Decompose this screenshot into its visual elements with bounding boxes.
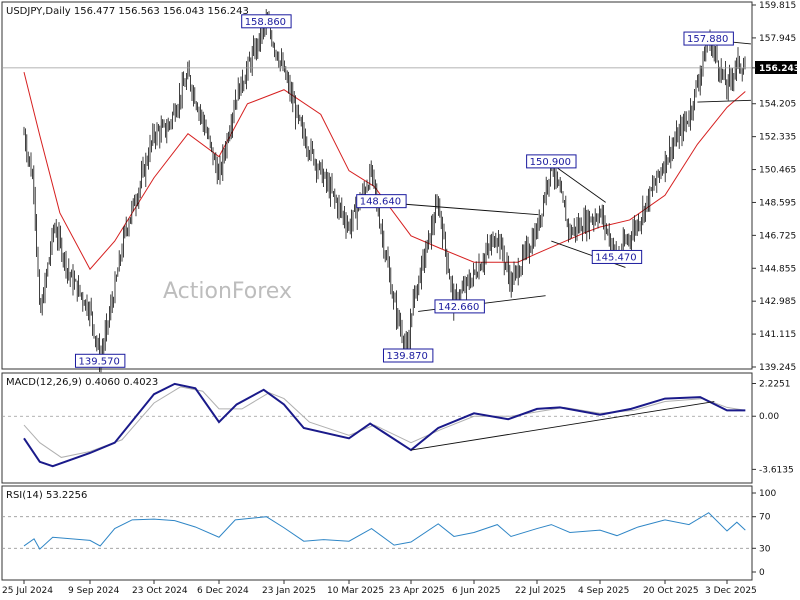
price-level-label: 145.470 [591,249,643,264]
price-level-text: 148.640 [360,197,401,208]
rsi-y-tick-label: 0 [759,568,765,578]
last-price-tag: 156.243 [755,61,800,74]
x-tick-label: 20 Oct 2025 [643,586,699,596]
x-tick-label: 6 Dec 2024 [197,586,249,596]
x-tick-label: 4 Sep 2025 [578,586,629,596]
price-level-label: 148.640 [356,194,407,209]
x-tick-label: 23 Jan 2025 [262,586,316,596]
macd-line [23,382,746,468]
rsi-y-tick-label: 70 [759,513,771,523]
rsi-header: RSI(14) 53.2256 [6,490,87,501]
macd-trendline [410,401,715,451]
x-tick-label: 9 Sep 2024 [68,586,120,596]
price-y-tick-label: 142.985 [759,297,796,307]
last-price-label: 156.243 [759,64,800,74]
x-tick-label: 6 Jun 2025 [452,586,500,596]
x-tick-label: 3 Dec 2025 [705,586,757,596]
price-level-text: 145.470 [595,252,636,263]
x-tick-label: 10 Mar 2025 [327,586,384,596]
macd-panel [1,372,753,484]
rsi-panel [1,485,753,581]
price-y-tick-label: 159.815 [759,1,796,11]
watermark: ActionForex [163,279,292,304]
price-level-text: 139.570 [78,356,119,367]
price-y-tick-label: 154.205 [759,100,796,110]
price-level-label: 157.880 [683,31,734,46]
price-y-tick-label: 139.245 [759,363,796,373]
macd-y-tick-label: 0.00 [759,412,779,422]
price-level-text: 157.880 [687,34,728,45]
x-tick-label: 25 Jul 2024 [2,586,53,596]
price-y-tick-label: 157.945 [759,34,796,44]
price-level-text: 139.870 [386,351,427,362]
price-y-tick-label: 144.855 [759,264,796,274]
price-trendline [697,99,751,103]
macd-header: MACD(12,26,9) 0.4060 0.4023 [6,377,158,388]
price-y-tick-label: 152.335 [759,133,796,143]
price-trendline [551,163,606,203]
rsi-line [23,512,746,550]
price-level-text: 142.660 [438,302,479,313]
price-panel [1,1,753,370]
price-level-label: 139.570 [74,353,126,368]
price-level-label: 158.860 [241,14,292,29]
price-y-tick-label: 150.465 [759,166,796,176]
x-tick-label: 22 Jul 2025 [515,586,566,596]
macd-y-tick-label: 2.2251 [759,380,791,390]
macd-y-tick-label: -3.6135 [759,465,794,475]
x-tick-label: 23 Oct 2024 [132,586,188,596]
x-tick-label: 23 Apr 2025 [389,586,445,596]
rsi-y-tick-label: 100 [759,489,776,499]
price-level-label: 142.660 [434,299,485,314]
price-level-label: 150.900 [526,154,577,169]
price-trendline [381,201,539,216]
price-level-text: 150.900 [530,157,571,168]
price-y-tick-label: 146.725 [759,231,796,241]
price-level-text: 158.860 [245,17,286,28]
price-header: USDJPY,Daily 156.477 156.563 156.043 156… [6,6,249,17]
price-y-tick-label: 148.595 [759,198,796,208]
price-level-label: 139.870 [382,348,434,363]
rsi-y-tick-label: 30 [759,544,771,554]
price-y-tick-label: 141.115 [759,330,796,340]
